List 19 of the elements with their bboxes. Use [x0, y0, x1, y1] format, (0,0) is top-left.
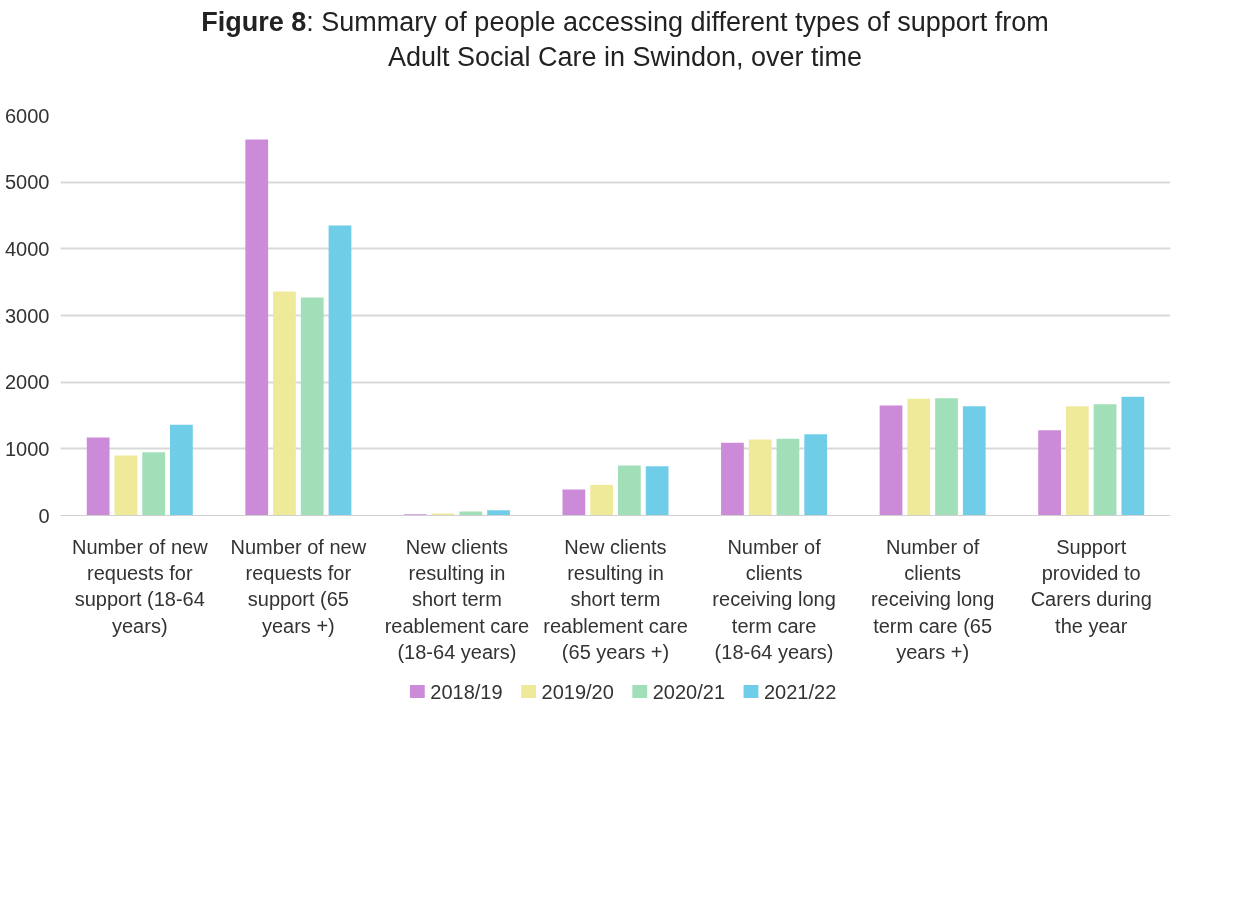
- legend-label: 2020/21: [652, 680, 726, 703]
- x-tick-label: New clients resulting in short term reablement care (18-64 years): [384, 535, 530, 664]
- y-tick-label: 1000: [5, 437, 50, 460]
- x-tick-label: Number of clients receiving long term care (65 years +): [870, 535, 995, 664]
- legend-label: 2018/19: [430, 680, 503, 703]
- x-tick-label: Number of new requests for support (18-64 years): [71, 535, 209, 637]
- y-tick-label: 6000: [5, 104, 50, 127]
- chart-title: Figure 8: Summary of people accessing different types of support from Adult Social Care in Swindon, over time: [200, 6, 1050, 75]
- legend-label: 2019/20: [541, 680, 614, 703]
- x-tick-label: Number of clients receiving long term care (18-64 years): [712, 535, 836, 664]
- y-tick-label: 4000: [5, 237, 50, 260]
- x-tick-label: New clients resulting in short term reablement care (65 years +): [543, 535, 688, 664]
- x-tick-label: Number of new requests for support (65 years +): [230, 535, 367, 637]
- y-tick-label: 0: [38, 504, 50, 527]
- legend-label: 2021/22: [763, 680, 837, 703]
- y-tick-label: 5000: [5, 171, 50, 194]
- x-tick-label: Support provided to Carers during the year: [1030, 535, 1152, 637]
- y-tick-label: 2000: [5, 371, 50, 394]
- y-tick-label: 3000: [5, 304, 50, 327]
